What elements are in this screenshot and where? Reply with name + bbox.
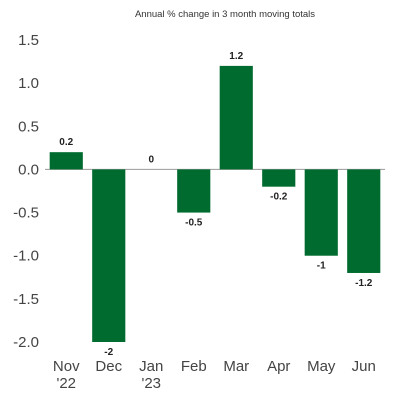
data-label: -0.2	[270, 192, 288, 203]
chart-title: Annual % change in 3 month moving totals	[135, 9, 315, 20]
bar	[304, 169, 338, 256]
bars	[49, 65, 381, 342]
y-tick-label: 1.5	[18, 32, 39, 49]
bar	[347, 169, 381, 273]
y-tick-label: -0.5	[13, 205, 39, 222]
x-tick-label: Mar	[223, 358, 249, 375]
x-tick-label: Nov	[53, 358, 80, 375]
y-tick-label: -1.0	[13, 248, 39, 265]
y-tick-label: -1.5	[13, 291, 39, 308]
y-tick-label: 0.5	[18, 118, 39, 135]
x-tick-label: May	[307, 358, 336, 375]
data-label: -1	[317, 261, 326, 272]
y-tick-label: 0.0	[18, 161, 39, 178]
x-axis: Nov'22 Dec Jan'23 Feb Mar Apr May Jun	[53, 358, 376, 392]
bar	[92, 169, 126, 342]
data-label: 0.2	[59, 137, 73, 148]
data-label: -1.2	[355, 278, 373, 289]
x-tick-label: Dec	[95, 358, 122, 375]
x-tick-label: Feb	[181, 358, 207, 375]
x-tick-label: Apr	[267, 358, 290, 375]
data-label: 1.2	[229, 51, 243, 62]
bar	[177, 169, 211, 213]
x-tick-sublabel: '23	[141, 375, 161, 392]
y-tick-label: -2.0	[13, 334, 39, 351]
bar	[219, 65, 253, 170]
y-tick-label: 1.0	[18, 75, 39, 92]
x-tick-label: Jun	[352, 358, 376, 375]
data-label: 0	[148, 154, 154, 165]
bar	[262, 169, 296, 187]
x-tick-sublabel: '22	[56, 375, 76, 392]
data-label: -2	[104, 347, 113, 358]
x-tick-label: Jan	[139, 358, 163, 375]
bar	[49, 152, 83, 170]
data-labels: 0.2 -2 0 -0.5 1.2 -0.2 -1 -1.2	[59, 51, 373, 358]
data-label: -0.5	[185, 218, 203, 229]
